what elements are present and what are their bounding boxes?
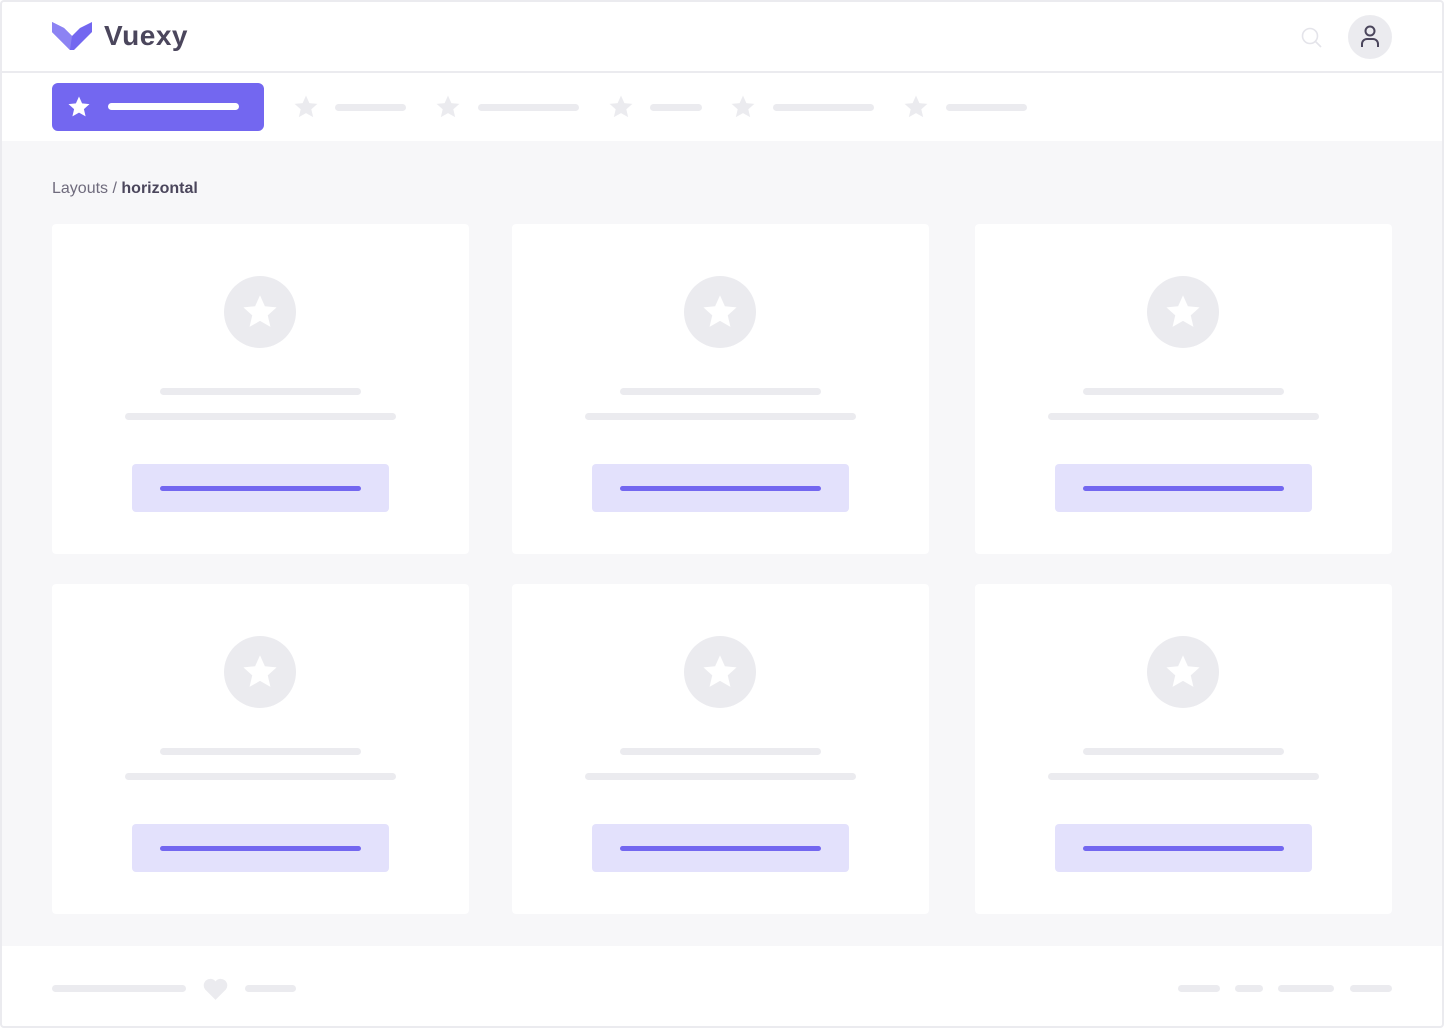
card-text-placeholder [585,773,856,780]
star-icon [904,95,928,118]
footer-text-placeholder [245,985,296,992]
card-button-label-placeholder [160,846,361,851]
star-icon [68,96,90,117]
vuexy-logo-icon [52,22,92,50]
star-icon [294,95,318,118]
card-avatar [684,636,756,708]
user-icon [1361,25,1379,47]
nav-item-label-placeholder [946,104,1027,111]
card-button-label-placeholder [1083,486,1284,491]
card-button[interactable] [1055,824,1312,872]
card-title-placeholder [620,388,821,395]
card [52,224,469,554]
star-icon [243,655,277,687]
card-title-placeholder [620,748,821,755]
card-text-placeholder [1048,773,1319,780]
card-button[interactable] [132,464,389,512]
nav-item-label-placeholder [650,104,702,111]
nav-item-label-placeholder [478,104,579,111]
breadcrumb-separator: / [108,180,122,197]
breadcrumb-parent[interactable]: Layouts [52,180,109,197]
card [512,224,929,554]
footer-text-placeholder [52,985,186,992]
card-title-placeholder [160,388,361,395]
footer-link-placeholder[interactable] [1278,985,1334,992]
card-button-label-placeholder [160,486,361,491]
card [975,584,1392,914]
footer-link-placeholder[interactable] [1235,985,1263,992]
footer-link-placeholder[interactable] [1178,985,1220,992]
footer [0,946,1444,1028]
card-text-placeholder [125,773,396,780]
card-avatar [224,636,296,708]
card-avatar [684,276,756,348]
brand-name: Vuexy [104,20,188,51]
card-title-placeholder [160,748,361,755]
card-avatar [1147,276,1219,348]
star-icon [243,295,277,327]
card-avatar [1147,636,1219,708]
card-button[interactable] [132,824,389,872]
star-icon [436,95,460,118]
breadcrumb: Layouts / horizontal [52,180,198,198]
card-text-placeholder [585,413,856,420]
card-button[interactable] [592,464,849,512]
star-icon [609,95,633,118]
star-icon [1166,295,1200,327]
search-icon[interactable] [1301,27,1323,49]
card-button-label-placeholder [1083,846,1284,851]
star-icon [703,655,737,687]
nav-item-label-placeholder [773,104,874,111]
card-button[interactable] [1055,464,1312,512]
card-button-label-placeholder [620,486,821,491]
star-icon [1166,655,1200,687]
heart-icon [203,978,228,1000]
card-button[interactable] [592,824,849,872]
card-title-placeholder [1083,388,1284,395]
nav-item-label-placeholder [335,104,406,111]
card-button-label-placeholder [620,846,821,851]
card-title-placeholder [1083,748,1284,755]
card-avatar [224,276,296,348]
card [512,584,929,914]
nav-item-active[interactable] [52,83,264,131]
header: Vuexy [0,0,1444,73]
breadcrumb-current: horizontal [121,180,198,197]
user-avatar-button[interactable] [1348,15,1392,59]
footer-link-placeholder[interactable] [1350,985,1392,992]
card-text-placeholder [1048,413,1319,420]
star-icon [731,95,755,118]
nav-item-label-placeholder [108,103,239,110]
card [975,224,1392,554]
card-text-placeholder [125,413,396,420]
card [52,584,469,914]
star-icon [703,295,737,327]
